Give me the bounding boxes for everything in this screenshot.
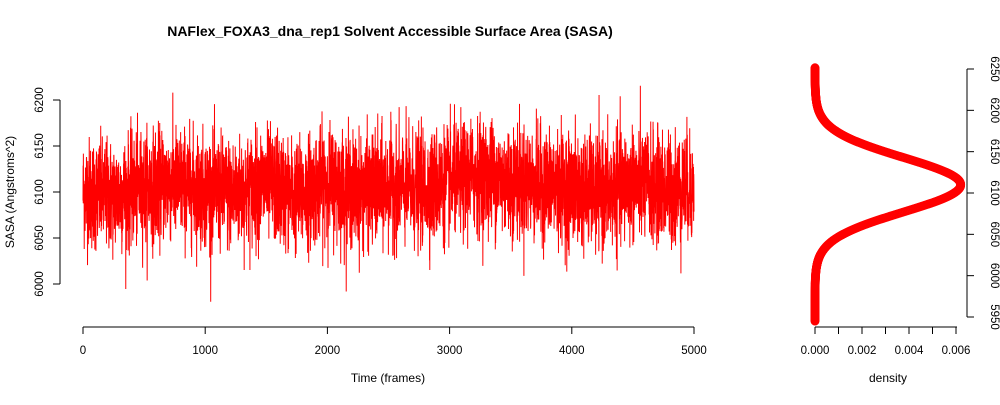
y-tick-label: 6100 (34, 179, 46, 205)
density-x-tick-label: 0.002 (848, 345, 877, 357)
density-x-axis-ticks: 0.000 0.002 0.004 0.006 (801, 327, 971, 357)
x-axis-ticks: 0 1000 2000 3000 4000 5000 (80, 327, 707, 357)
density-point (810, 63, 820, 73)
density-y-tick-label: 6200 (988, 98, 1000, 124)
timeseries-plot: 0 1000 2000 3000 4000 5000 6000 6050 6100 6150 62… (3, 85, 707, 385)
x-axis-label: Time (frames) (351, 371, 425, 385)
y-tick-label: 6050 (34, 225, 46, 251)
density-points (810, 63, 966, 326)
density-x-axis-label: density (869, 371, 907, 385)
x-tick-label: 3000 (437, 345, 463, 357)
density-x-tick-label: 0.004 (895, 345, 924, 357)
x-tick-label: 5000 (681, 345, 707, 357)
density-x-tick-label: 0.000 (801, 345, 830, 357)
density-y-axis-ticks: 5950 6000 6050 6100 6150 6200 6250 (967, 56, 1000, 330)
y-tick-label: 6000 (34, 271, 46, 297)
x-tick-label: 1000 (192, 345, 218, 357)
density-y-tick-label: 6150 (988, 139, 1000, 165)
chart-title: NAFlex_FOXA3_dna_rep1 Solvent Accessible… (167, 23, 613, 39)
y-axis-ticks: 6000 6050 6100 6150 6200 (34, 87, 60, 297)
density-y-tick-label: 6100 (988, 180, 1000, 206)
density-plot: 0.000 0.002 0.004 0.006 5950 6000 6050 6100 615… (801, 56, 1000, 385)
x-tick-label: 4000 (559, 345, 585, 357)
y-tick-label: 6150 (34, 133, 46, 159)
density-y-tick-label: 5950 (988, 304, 1000, 330)
x-tick-label: 0 (80, 345, 86, 357)
x-tick-label: 2000 (315, 345, 341, 357)
density-y-tick-label: 6250 (988, 56, 1000, 82)
y-axis-label: SASA (Angstroms^2) (3, 136, 17, 248)
density-y-tick-label: 6050 (988, 222, 1000, 248)
sasa-series-line (82, 85, 695, 302)
density-x-tick-label: 0.006 (942, 345, 971, 357)
y-tick-label: 6200 (34, 87, 46, 113)
density-y-tick-label: 6000 (988, 263, 1000, 289)
